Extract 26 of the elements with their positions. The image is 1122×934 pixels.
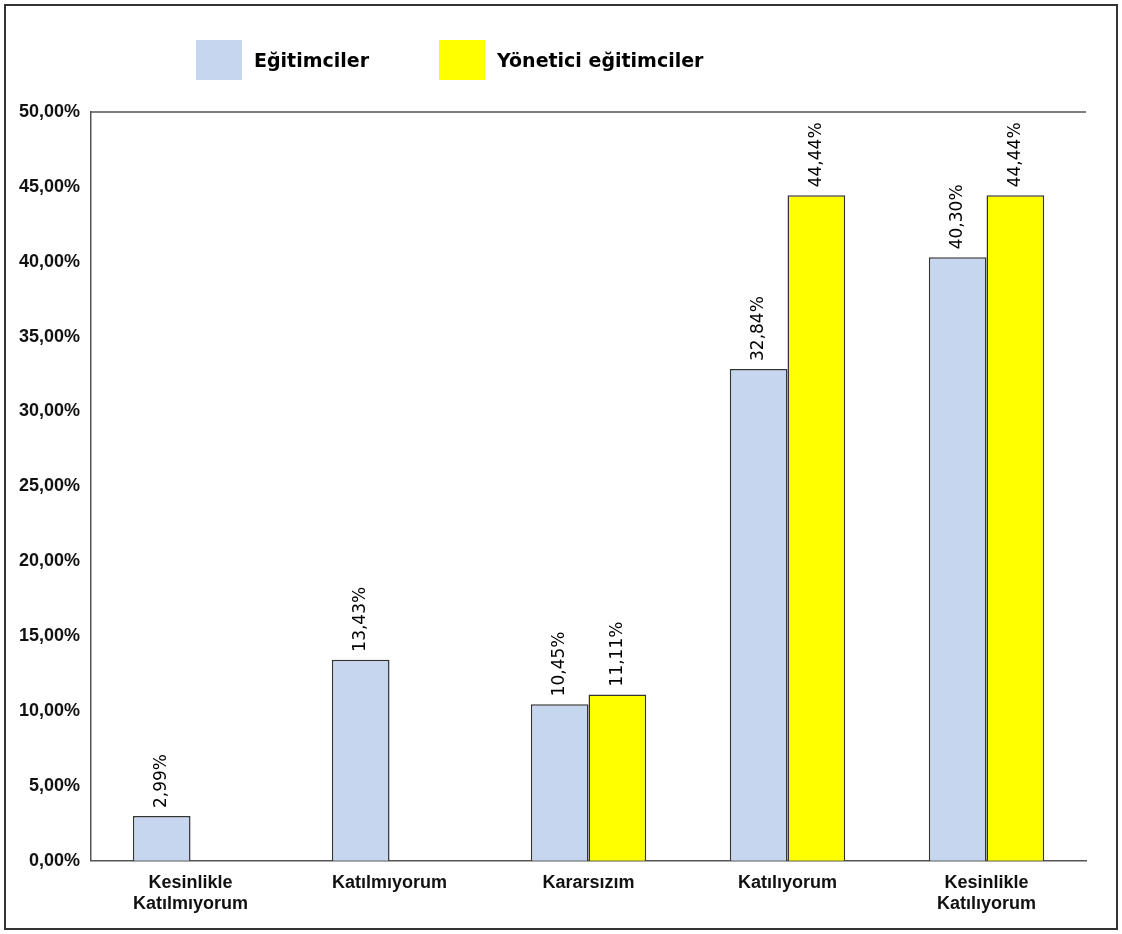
data-label: 44,44% [1003,122,1024,188]
legend-label: Yönetici eğitimciler [497,49,704,71]
y-tick-label: 5,00% [29,774,81,795]
y-tick-label: 35,00% [18,325,81,346]
legend-label: Eğitimciler [254,49,370,71]
x-tick-label: Katılıyorum [738,871,838,892]
y-tick-label: 45,00% [18,175,81,196]
y-tick-label: 15,00% [18,625,81,646]
y-tick-label: 20,00% [18,550,81,571]
y-tick-label: 0,00% [29,849,81,870]
y-tick-label: 50,00% [18,100,81,121]
y-tick-label: 30,00% [18,400,81,421]
data-label: 44,44% [804,122,825,188]
x-tick-label: Katılmıyorum [332,871,448,892]
y-tick-label: 40,00% [18,250,81,271]
data-label: 11,11% [605,621,626,687]
data-label: 32,84% [747,296,768,361]
data-label: 10,45% [548,631,569,697]
x-tick-label: Kesinlikle Katılmıyorum [133,871,249,914]
data-label: 40,30% [946,184,967,250]
y-tick-label: 10,00% [18,700,81,721]
data-label: 13,43% [349,586,370,652]
x-tick-label: Kesinlikle Katılıyorum [936,871,1037,914]
x-tick-label: Kararsızım [542,871,635,892]
data-label: 2,99% [150,754,171,809]
y-tick-label: 25,00% [18,475,81,496]
